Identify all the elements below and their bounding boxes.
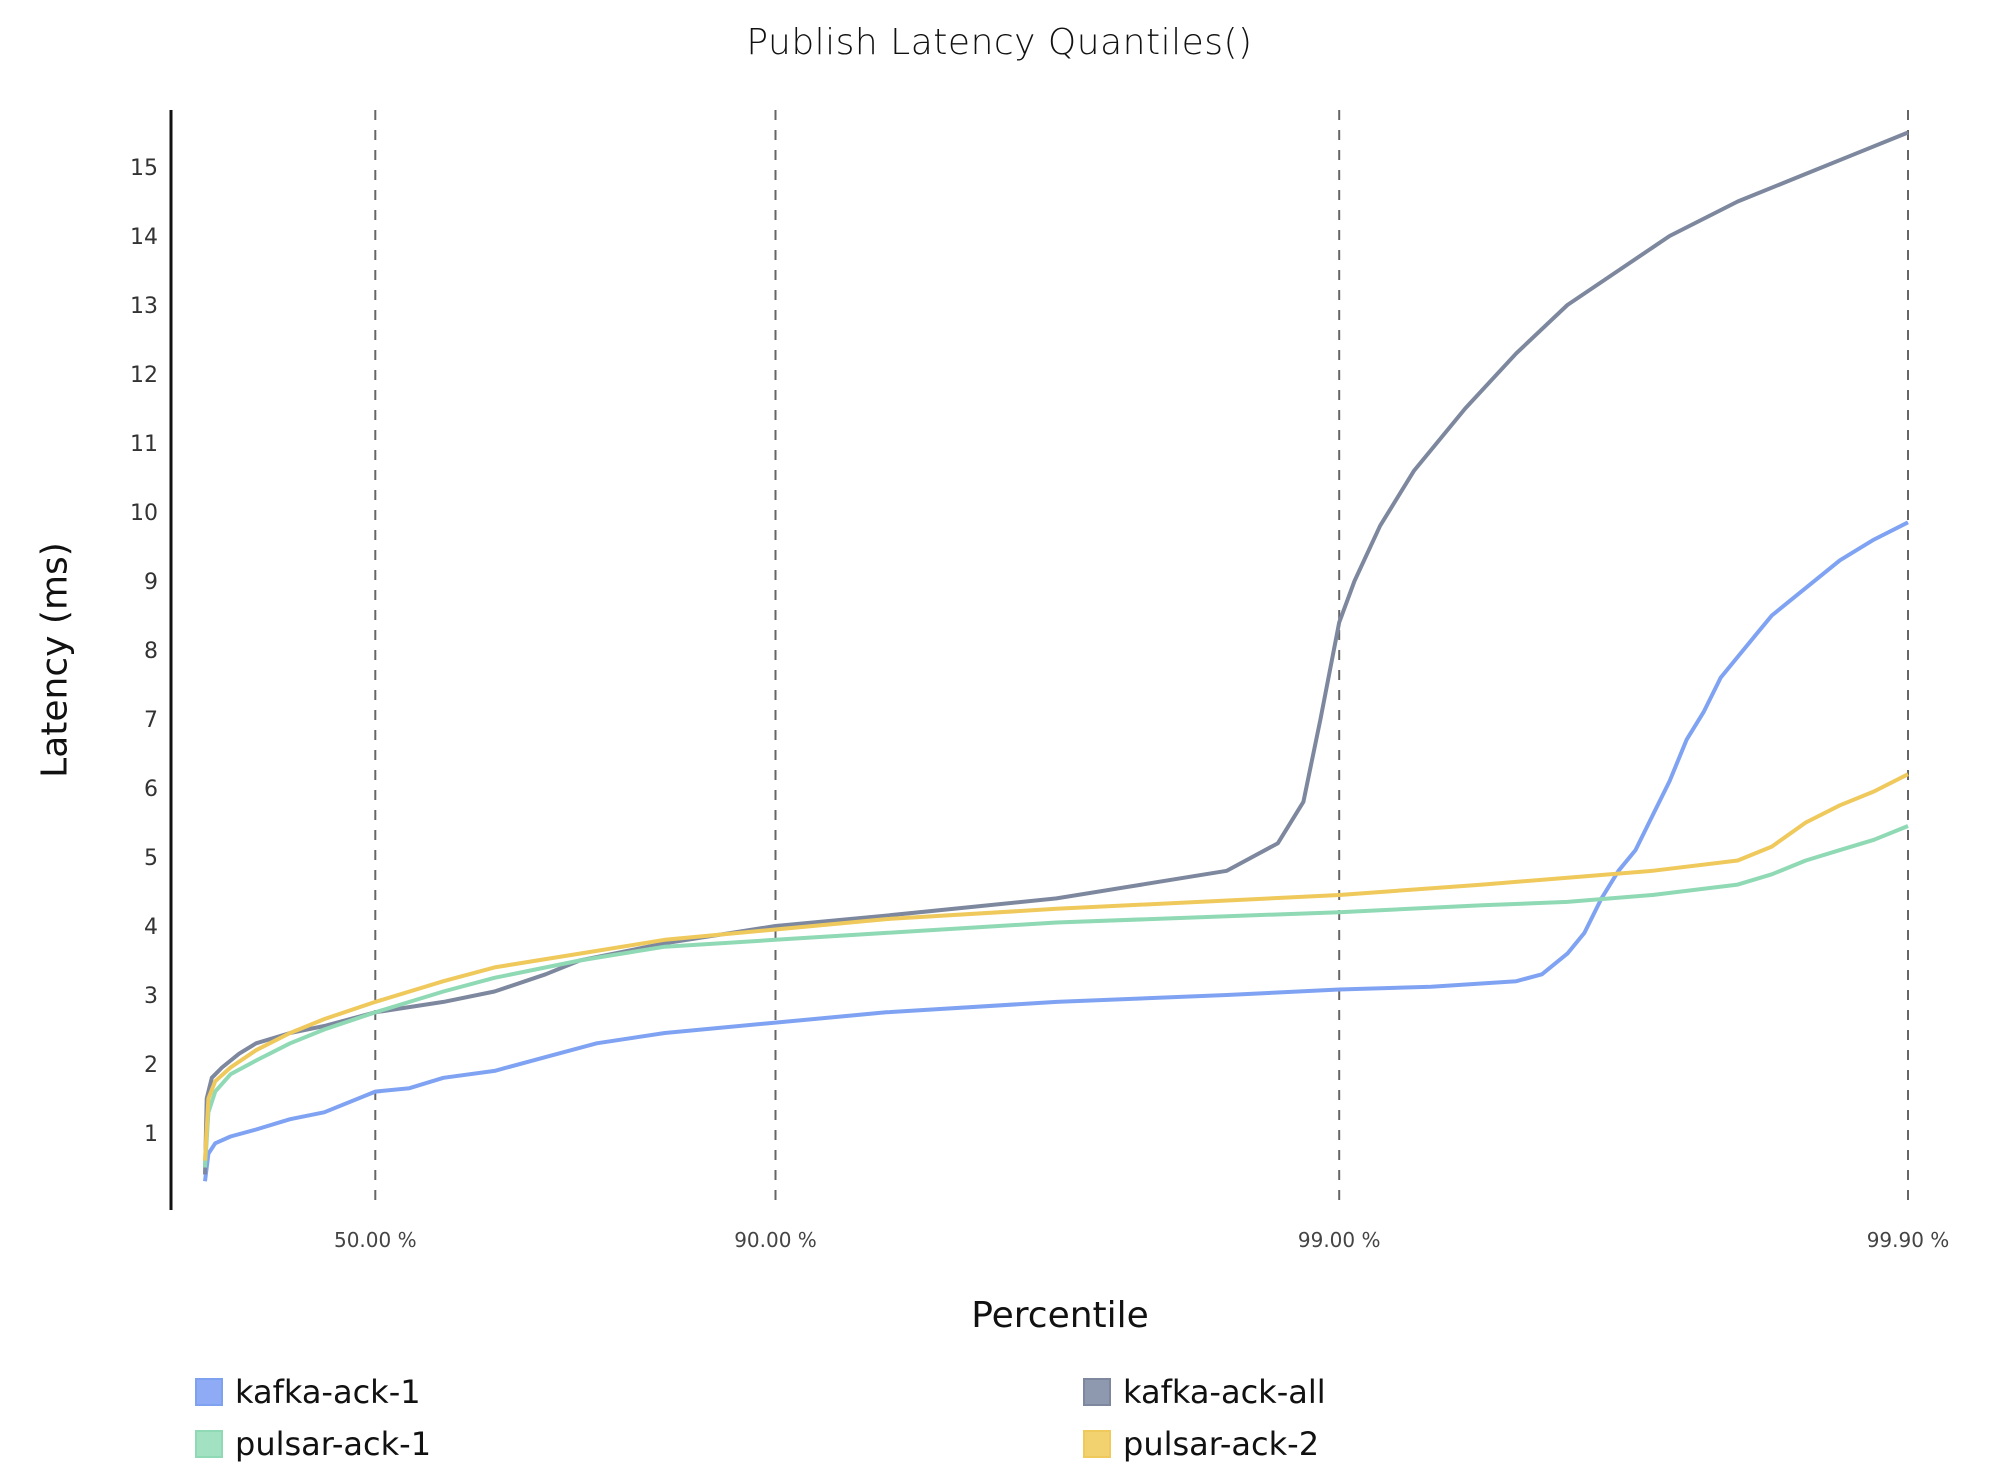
y-tick-label: 11 (130, 432, 158, 457)
y-tick-label: 3 (144, 984, 158, 1009)
y-tick-label: 9 (144, 570, 158, 595)
y-tick-label: 14 (130, 225, 158, 250)
y-tick-label: 5 (144, 846, 158, 871)
legend-swatch-icon (1083, 1430, 1111, 1458)
legend: kafka-ack-1 kafka-ack-all pulsar-ack-1 p… (195, 1372, 1795, 1472)
legend-swatch-icon (195, 1378, 223, 1406)
y-tick-label: 10 (130, 501, 158, 526)
legend-swatch-icon (195, 1430, 223, 1458)
gridlines (374, 110, 1909, 1208)
legend-item-kafka-ack-all[interactable]: kafka-ack-all (1083, 1373, 1326, 1411)
legend-swatch-icon (1083, 1378, 1111, 1406)
y-tick-label: 8 (144, 639, 158, 664)
y-tick-label: 2 (144, 1053, 158, 1078)
x-tick-label: 99.00 % (1298, 1228, 1381, 1252)
y-tick-label: 4 (144, 915, 158, 940)
x-axis-ticks: 50.00 % 90.00 % 99.00 % 99.90 % (334, 1228, 1949, 1252)
x-tick-label: 99.90 % (1867, 1228, 1950, 1252)
legend-item-pulsar-ack-2[interactable]: pulsar-ack-2 (1083, 1425, 1320, 1463)
y-tick-label: 13 (130, 294, 158, 319)
y-tick-label: 1 (144, 1122, 158, 1147)
legend-label: kafka-ack-all (1123, 1373, 1326, 1411)
series-line-pulsar-ack-2 (203, 772, 1909, 1161)
y-tick-label: 15 (130, 156, 158, 181)
y-tick-label: 12 (130, 363, 158, 388)
legend-label: pulsar-ack-2 (1123, 1425, 1320, 1463)
x-axis-label: Percentile (971, 1295, 1149, 1336)
series-lines (203, 130, 1909, 1182)
legend-item-kafka-ack-1[interactable]: kafka-ack-1 (195, 1373, 421, 1411)
legend-label: pulsar-ack-1 (235, 1425, 432, 1463)
series-line-kafka-ack-1 (203, 520, 1909, 1182)
series-line-kafka-ack-all (203, 130, 1909, 1175)
series-line-pulsar-ack-1 (203, 824, 1909, 1168)
legend-label: kafka-ack-1 (235, 1373, 421, 1411)
y-tick-label: 7 (144, 708, 158, 733)
legend-item-pulsar-ack-1[interactable]: pulsar-ack-1 (195, 1425, 432, 1463)
chart-title: Publish Latency Quantiles() (746, 22, 1253, 63)
x-tick-label: 90.00 % (734, 1228, 817, 1252)
y-tick-label: 6 (144, 777, 158, 802)
x-tick-label: 50.00 % (334, 1228, 417, 1252)
